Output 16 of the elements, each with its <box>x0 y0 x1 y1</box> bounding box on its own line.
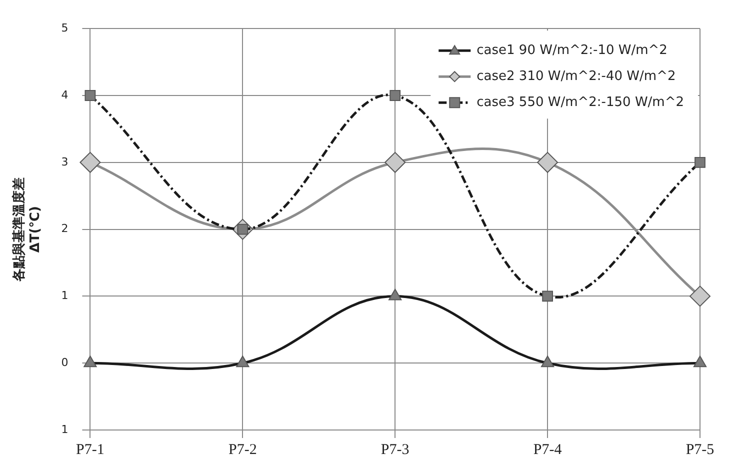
y-tick-label: 2 <box>61 222 68 236</box>
legend-label: case1 90 W/m^2:-10 W/m^2 <box>476 42 668 58</box>
y-tick-label: 5 <box>61 21 68 34</box>
y-axis-title: 各點與基準溫度差 ΔT(℃) <box>11 177 43 282</box>
legend-label: case3 550 W/m^2:-150 W/m^2 <box>476 94 684 110</box>
x-tick-label: P7-4 <box>533 442 562 458</box>
y-tick-label: 1 <box>61 289 68 302</box>
y-tick-label: 4 <box>61 88 68 102</box>
x-tick-label: P7-1 <box>76 442 104 458</box>
y-tick-label: 3 <box>61 155 68 168</box>
x-tick-label: P7-5 <box>686 442 714 458</box>
x-tick-label: P7-2 <box>228 442 257 458</box>
y-tick-label: 0 <box>61 356 68 369</box>
x-tick-label: P7-3 <box>380 442 410 458</box>
legend-label: case2 310 W/m^2:-40 W/m^2 <box>476 68 676 84</box>
y-tick-label: 1 <box>61 422 68 436</box>
